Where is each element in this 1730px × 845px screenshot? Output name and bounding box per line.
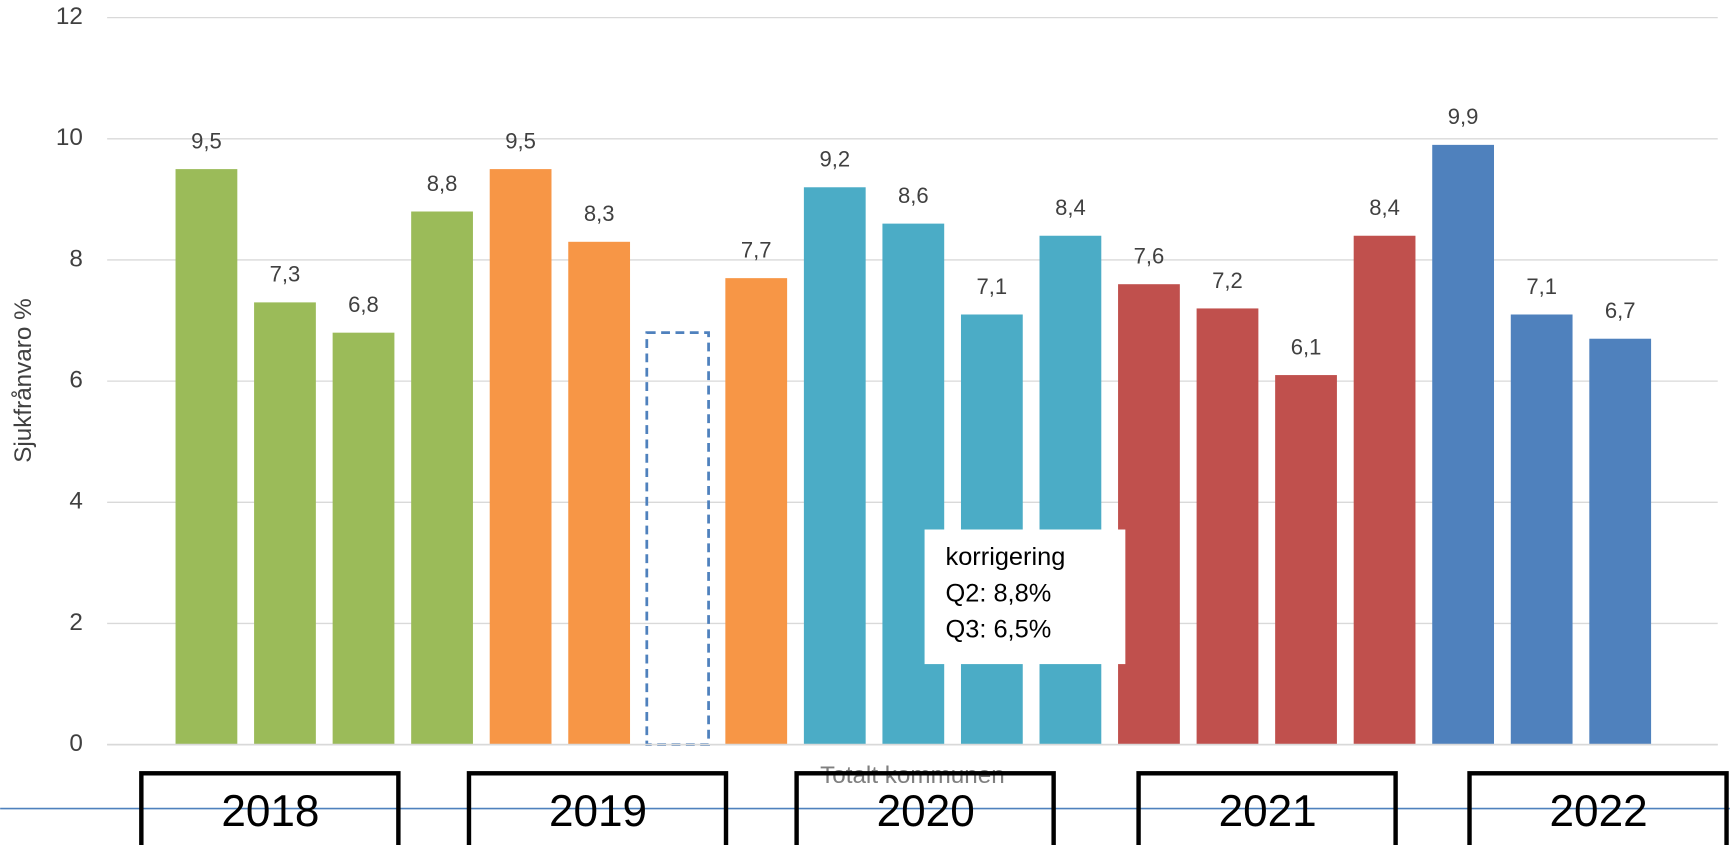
data-label: 7,2 [1212,268,1243,293]
data-label: 6,7 [1605,298,1636,323]
data-label: 6,1 [1291,334,1322,359]
annotation-box [924,529,1126,665]
bar [645,331,710,746]
data-label: 9,5 [191,128,222,153]
data-label: 7,6 [1134,244,1165,269]
bar [1432,144,1495,745]
data-label: 8,3 [584,201,615,226]
y-axis-title: Sjukfrånvaro % [10,298,37,462]
data-label: 9,2 [819,147,850,172]
year-label: 2018 [221,787,319,836]
bar [1510,314,1573,745]
bar [332,332,395,745]
data-label: 9,9 [1448,104,1479,129]
year-box [1467,771,1729,845]
data-label: 7,7 [741,237,772,262]
year-box [794,771,1056,845]
bar [1039,235,1102,745]
annotation-text: Q2: 8,8% [946,579,1052,607]
bar [1353,235,1416,745]
data-label: 7,1 [977,274,1008,299]
y-tick-label: 2 [69,609,83,636]
bar [175,169,238,745]
year-box [466,771,729,845]
y-tick-label: 10 [56,124,83,151]
data-label: 6,8 [348,292,379,317]
bar [882,223,945,745]
year-box [1136,771,1398,845]
year-label: 2022 [1550,787,1648,836]
x-axis-title: Totalt kommunen [820,762,1005,789]
bar [254,302,316,745]
bar [1589,338,1652,745]
bar [725,278,788,745]
y-tick-label: 8 [69,245,83,272]
data-label: 8,6 [898,183,929,208]
bar [411,211,473,745]
annotation-text: korrigering [946,543,1066,571]
bar [568,241,631,745]
y-tick-label: 12 [56,3,83,30]
year-label: 2019 [549,787,647,836]
year-box [139,771,401,845]
bar [489,169,552,745]
year-label: 2021 [1219,787,1317,836]
data-label: 8,4 [1055,195,1086,220]
y-tick-label: 4 [69,488,83,515]
data-label: 8,8 [427,171,458,196]
bar [1275,375,1337,745]
data-label: 8,4 [1369,195,1400,220]
annotation-text: Q3: 6,5% [946,616,1052,644]
bar [1196,308,1259,745]
year-label: 2020 [877,787,975,836]
data-label: 9,5 [505,128,536,153]
bar [1118,284,1180,745]
y-tick-label: 6 [69,367,83,394]
data-label: 7,3 [270,262,301,287]
y-tick-label: 0 [69,730,83,757]
bar [803,187,866,745]
data-label: 7,1 [1526,274,1557,299]
